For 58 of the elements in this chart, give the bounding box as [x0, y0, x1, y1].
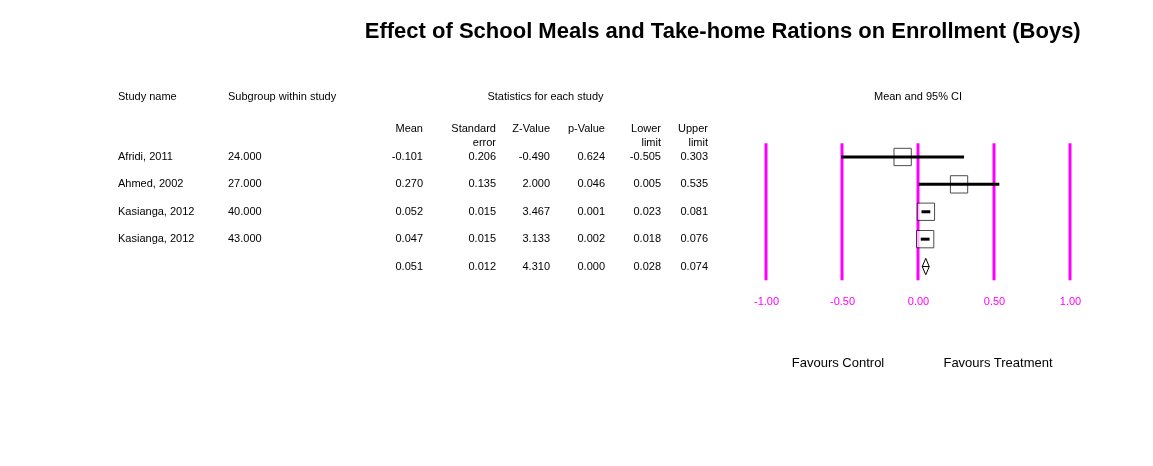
text: 0.135 — [468, 177, 496, 190]
text: Z-Value — [512, 121, 550, 134]
text: 0.074 — [680, 259, 708, 272]
text: Statistics for each study — [487, 89, 605, 102]
text: 0.012 — [468, 259, 496, 272]
text: 0.046 — [577, 177, 605, 190]
text: 0.535 — [680, 177, 708, 190]
text: 0.303 — [680, 149, 708, 162]
text: Standard error — [451, 121, 497, 148]
text: 24.000 — [228, 149, 262, 162]
text: Subgroup within study — [228, 89, 337, 102]
text: Effect of School Meals and Take-home Rations on Enrollment (Boys) — [364, 18, 1081, 43]
text: 0.624 — [577, 149, 605, 162]
text: 0.206 — [468, 149, 496, 162]
text: 0.052 — [395, 204, 423, 217]
text: 27.000 — [228, 177, 262, 190]
text: 4.310 — [522, 259, 550, 272]
text: -0.101 — [391, 149, 423, 162]
text: Afridi, 2011 — [118, 149, 173, 162]
text: Upper limit — [678, 121, 709, 148]
text: Favours Control — [791, 355, 885, 370]
text: 0.076 — [680, 232, 708, 245]
text: 0.002 — [577, 232, 605, 245]
text: Ahmed, 2002 — [118, 177, 184, 190]
point — [916, 202, 936, 221]
text: 3.133 — [522, 232, 550, 245]
text: Kasianga, 2012 — [118, 232, 195, 245]
text: 0.023 — [633, 204, 661, 217]
point — [915, 230, 935, 249]
text: 0.001 — [577, 204, 605, 217]
text: 0.015 — [468, 204, 496, 217]
text: p-Value — [567, 121, 605, 134]
text: 0.081 — [680, 204, 708, 217]
text: 0.000 — [577, 259, 605, 272]
text: 0.270 — [395, 177, 423, 190]
x-tick-label: -1.00 — [753, 294, 780, 307]
text: 0.015 — [468, 232, 496, 245]
text: 40.000 — [228, 204, 262, 217]
text: 2.000 — [522, 177, 550, 190]
text: Kasianga, 2012 — [118, 204, 195, 217]
text: 43.000 — [228, 232, 262, 245]
text: Favours Treatment — [943, 355, 1053, 370]
x-tick-label: 0.50 — [983, 294, 1006, 307]
text: 0.018 — [633, 232, 661, 245]
x-tick-label: 0.00 — [907, 294, 930, 307]
text: -0.505 — [629, 149, 661, 162]
text: Mean — [395, 121, 423, 134]
text: Lower limit — [631, 121, 662, 148]
text: Study name — [118, 89, 177, 102]
text: -0.490 — [518, 149, 550, 162]
text: 0.047 — [395, 232, 423, 245]
x-tick-label: -0.50 — [829, 294, 856, 307]
x-tick-label: 1.00 — [1059, 294, 1082, 307]
text: 3.467 — [522, 204, 550, 217]
text: 0.051 — [395, 259, 423, 272]
text: Mean and 95% CI — [873, 89, 963, 102]
text: 0.028 — [633, 259, 661, 272]
text: 0.005 — [633, 177, 661, 190]
